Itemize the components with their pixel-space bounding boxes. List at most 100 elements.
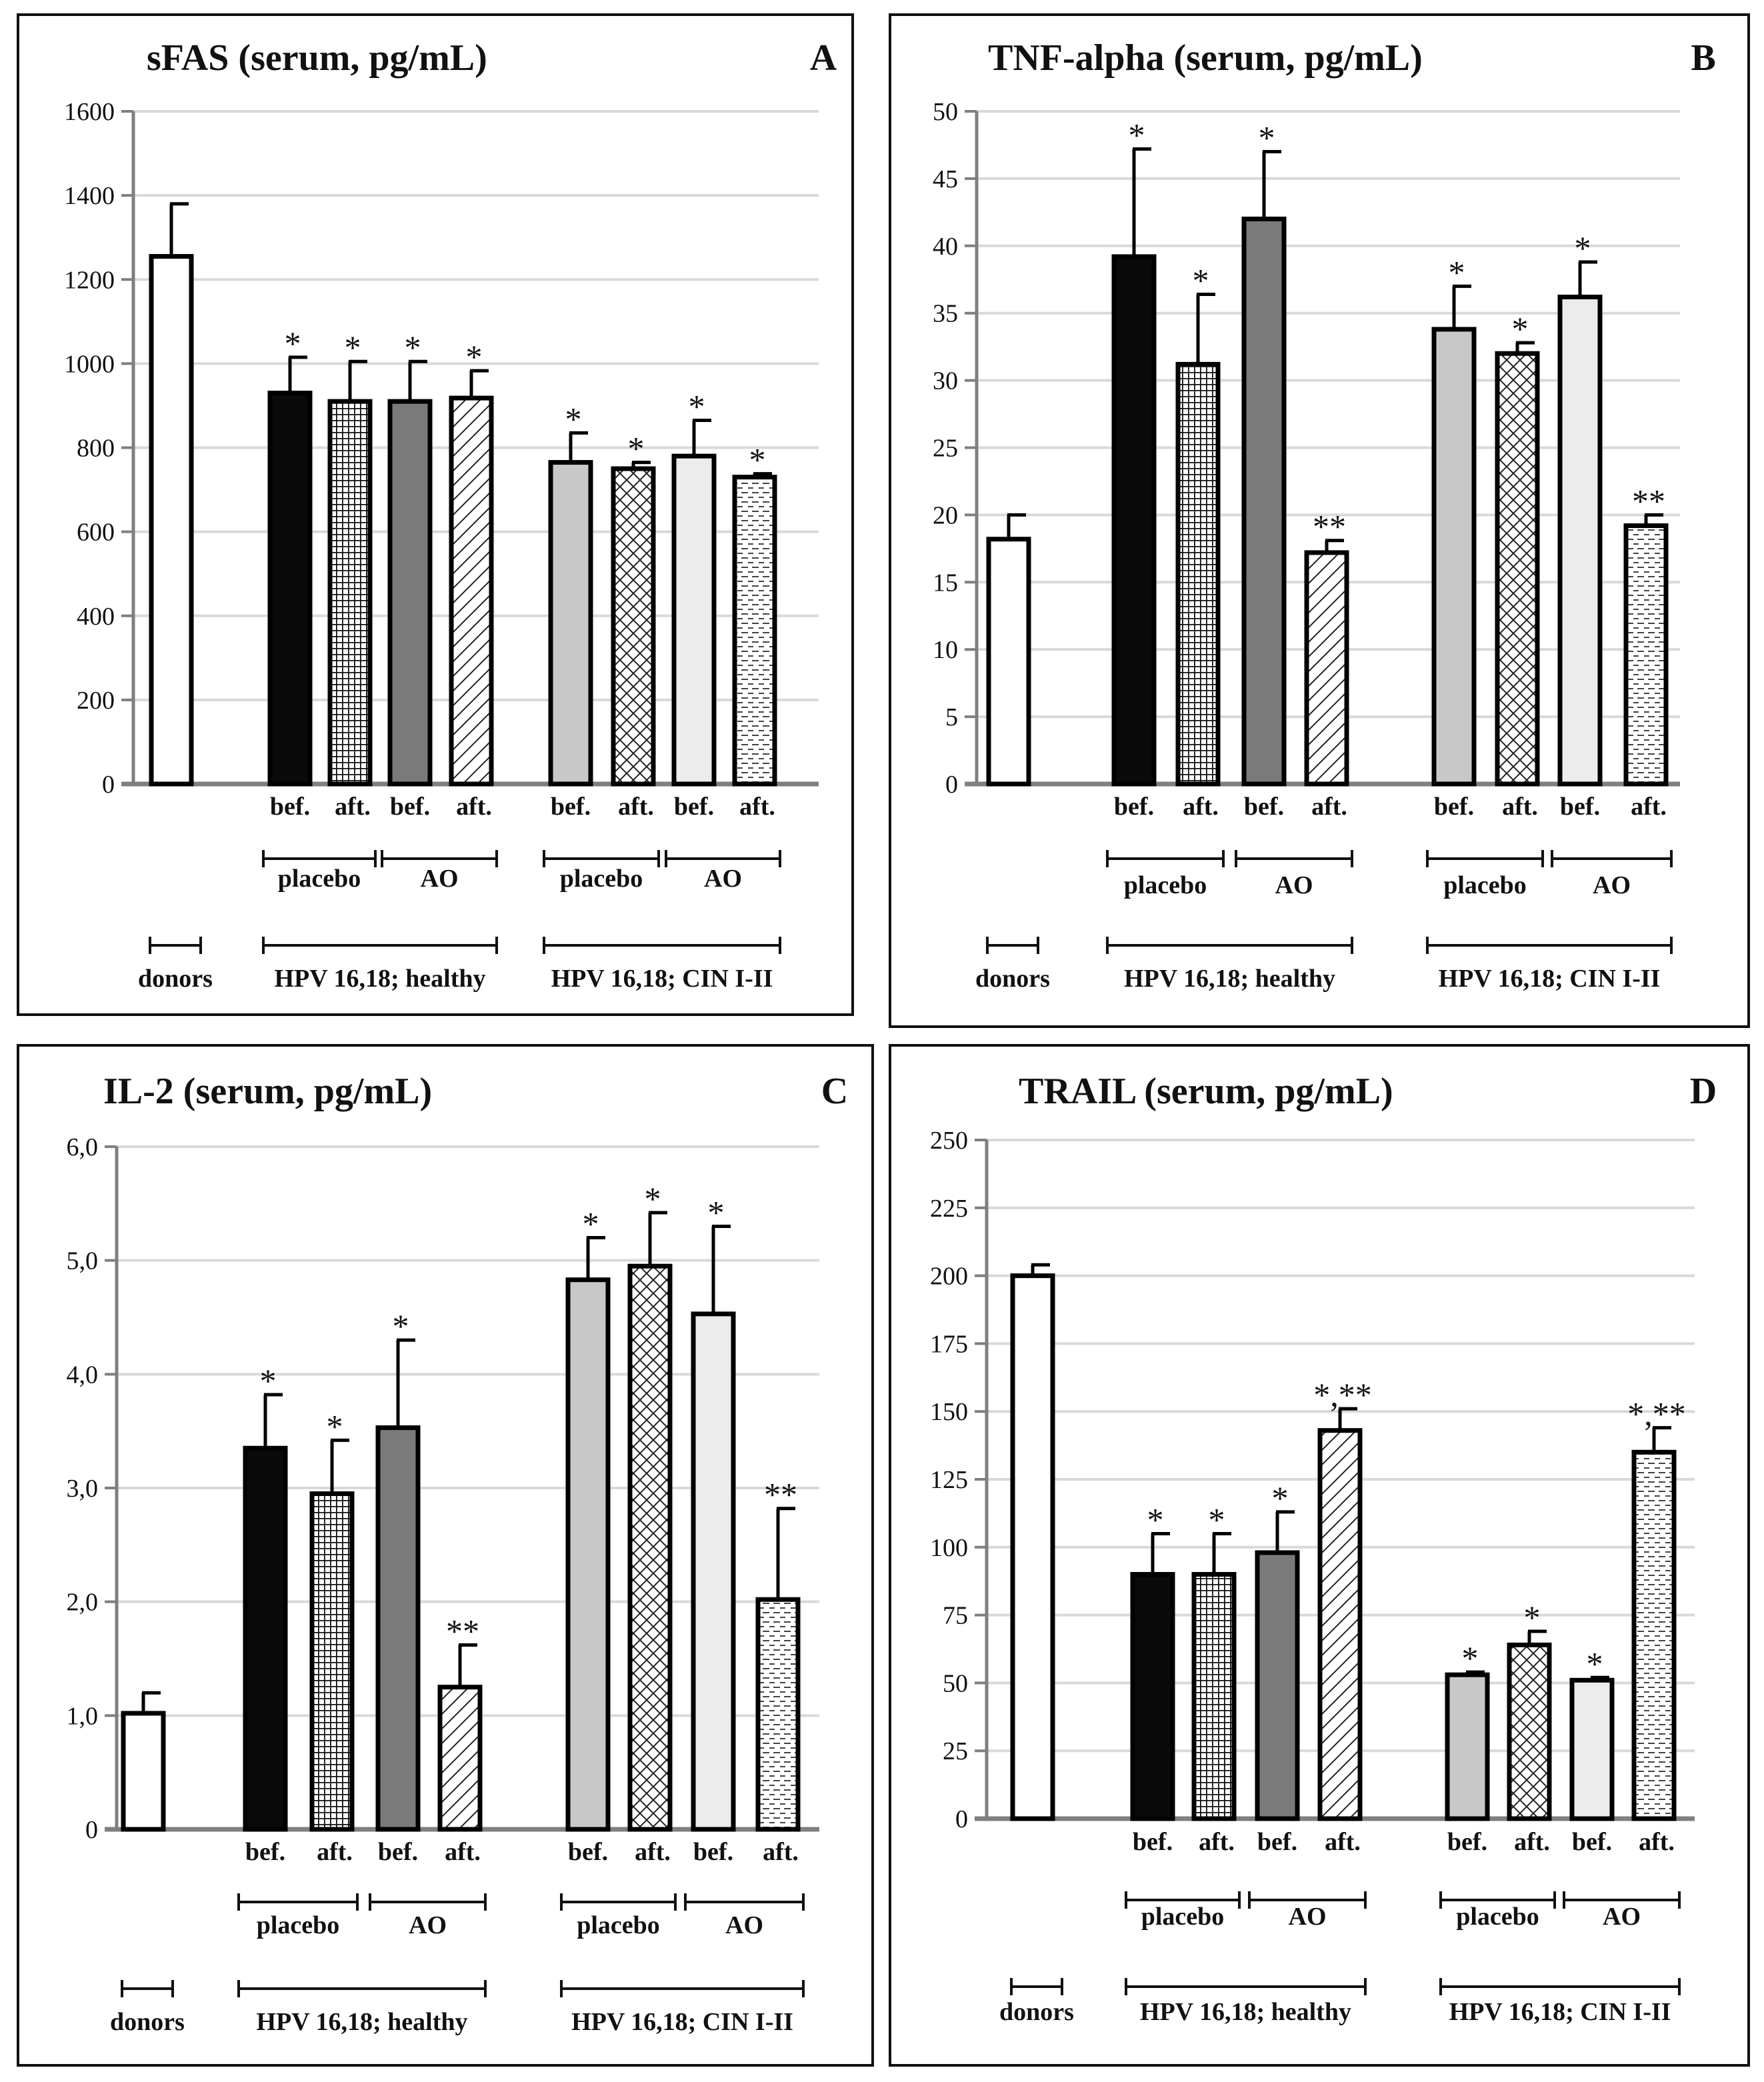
y-tick-label: 0 (102, 771, 115, 799)
x-category-label: bef. (1447, 1828, 1487, 1856)
panel-letter: A (810, 37, 837, 79)
panel-border (17, 13, 854, 1016)
y-tick-label: 800 (77, 435, 115, 463)
y-tick-label: 0 (85, 1816, 98, 1844)
significance-label: * (565, 400, 582, 437)
x-category-label: bef. (568, 1838, 608, 1866)
y-tick-label: 25 (943, 1737, 968, 1765)
y-tick-label: 3,0 (67, 1475, 99, 1503)
y-tick-label: 5 (945, 703, 958, 731)
bar-placebo-aft (611, 466, 656, 787)
ao-bracket-label: AO (409, 1911, 447, 1939)
x-category-label: aft. (317, 1838, 353, 1866)
cin-bracket-label: HPV 16,18; CIN I-II (571, 2008, 793, 2036)
chart-title: IL-2 (serum, pg/mL) (103, 1071, 432, 1112)
x-category-label: bef. (390, 793, 430, 821)
healthy-bracket-label: HPV 16,18; healthy (274, 965, 485, 993)
significance-label: * (628, 430, 645, 467)
chart-title: TNF-alpha (serum, pg/mL) (988, 37, 1423, 79)
bar-donors (986, 537, 1031, 787)
placebo-bracket-label: placebo (577, 1911, 660, 1939)
panel-border (17, 1044, 874, 2067)
ao-bracket-label: AO (421, 865, 459, 893)
chart-title: sFAS (serum, pg/mL) (147, 37, 487, 79)
bar-ao-bef (671, 453, 717, 787)
significance-label: * (405, 329, 421, 366)
panel-c: IL-2 (serum, pg/mL) C 0 1,0 2,0 3,0 4,0 5,0 6,0 *… (17, 1044, 874, 2067)
placebo-bracket-label: placebo (257, 1911, 340, 1939)
bar-ao-aft (1623, 523, 1669, 787)
y-tick-label: 15 (933, 569, 958, 597)
x-category-label: bef. (378, 1838, 418, 1866)
x-category-label: aft. (1502, 793, 1538, 821)
bar-placebo-aft (327, 399, 373, 787)
significance-label: * (1193, 261, 1209, 299)
ao-bracket-label: AO (704, 865, 742, 893)
bar-ao-aft (437, 1685, 483, 1832)
bar-ao-bef (1241, 216, 1287, 787)
donors-bracket-label: donors (138, 965, 213, 993)
bar-ao-aft (1304, 550, 1349, 787)
x-category-label: bef. (693, 1838, 733, 1866)
healthy-bracket-label: HPV 16,18; healthy (1124, 965, 1335, 993)
significance-label: * (1147, 1501, 1164, 1538)
significance-label: * (393, 1307, 409, 1345)
bar-ao-aft (1317, 1428, 1363, 1821)
y-tick-label: 5,0 (67, 1247, 99, 1275)
bar-placebo-aft (1507, 1642, 1552, 1821)
cin-bracket-label: HPV 16,18; CIN I-II (1439, 965, 1661, 993)
significance-label: *,** (1627, 1395, 1686, 1433)
ao-bracket-label: AO (1603, 1903, 1641, 1931)
panel-border (889, 13, 1750, 1028)
donors-bracket-label: donors (110, 2008, 185, 2036)
bar-ao-aft (1631, 1449, 1677, 1821)
bar-placebo-bef (1445, 1672, 1490, 1821)
panel-a: sFAS (serum, pg/mL) A 0 200 400 600 800 1000 120… (17, 13, 854, 1016)
bar-placebo-bef (1130, 1572, 1175, 1821)
x-category-label: aft. (1199, 1828, 1235, 1856)
y-tick-label: 200 (77, 687, 115, 715)
x-category-label: bef. (1434, 793, 1474, 821)
significance-label: * (1129, 117, 1145, 154)
significance-label: * (1272, 1479, 1289, 1517)
placebo-bracket-label: placebo (1443, 871, 1527, 899)
y-tick-label: 0 (945, 771, 958, 799)
y-tick-label: 50 (943, 1669, 968, 1697)
significance-label: * (708, 1193, 725, 1231)
x-category-label: bef. (245, 1838, 285, 1866)
bar-ao-aft (449, 395, 494, 787)
y-tick-label: 200 (930, 1263, 968, 1291)
panel-d: TRAIL (serum, pg/mL) D 0 25 50 75 100 125 150 175… (889, 1044, 1750, 2067)
y-tick-label: 125 (930, 1466, 968, 1494)
x-category-label: bef. (551, 793, 591, 821)
donors-bracket-label: donors (999, 1998, 1074, 2026)
significance-label: * (260, 1362, 277, 1399)
significance-label: * (1259, 119, 1275, 157)
bar-ao-bef (1557, 294, 1603, 787)
y-tick-label: 1,0 (67, 1702, 99, 1730)
y-tick-label: 4,0 (67, 1361, 99, 1389)
y-tick-label: 6,0 (67, 1133, 99, 1161)
panel-letter: B (1691, 37, 1715, 79)
bar-placebo-aft (627, 1263, 673, 1832)
significance-label: * (1449, 253, 1465, 291)
panel-letter: C (821, 1071, 848, 1112)
ao-bracket-label: AO (1289, 1903, 1327, 1931)
y-tick-label: 30 (933, 367, 958, 395)
x-category-label: bef. (1560, 793, 1600, 821)
ao-bracket-label: AO (1275, 871, 1313, 899)
significance-label: * (1587, 1645, 1603, 1682)
bar-placebo-bef (1111, 254, 1157, 787)
y-tick-label: 50 (933, 98, 958, 126)
significance-label: * (1575, 229, 1591, 267)
x-category-label: aft. (635, 1838, 671, 1866)
y-tick-label: 1000 (64, 350, 115, 378)
significance-label: * (345, 329, 361, 366)
y-tick-label: 0 (955, 1805, 968, 1833)
panel-b: TNF-alpha (serum, pg/mL) B 0 5 10 15 20 25 30 35 4… (889, 13, 1750, 1028)
significance-label: * (1524, 1599, 1541, 1636)
x-category-label: aft. (445, 1838, 481, 1866)
y-tick-label: 225 (930, 1195, 968, 1223)
y-tick-label: 2,0 (67, 1589, 99, 1617)
bar-donors (121, 1711, 166, 1832)
